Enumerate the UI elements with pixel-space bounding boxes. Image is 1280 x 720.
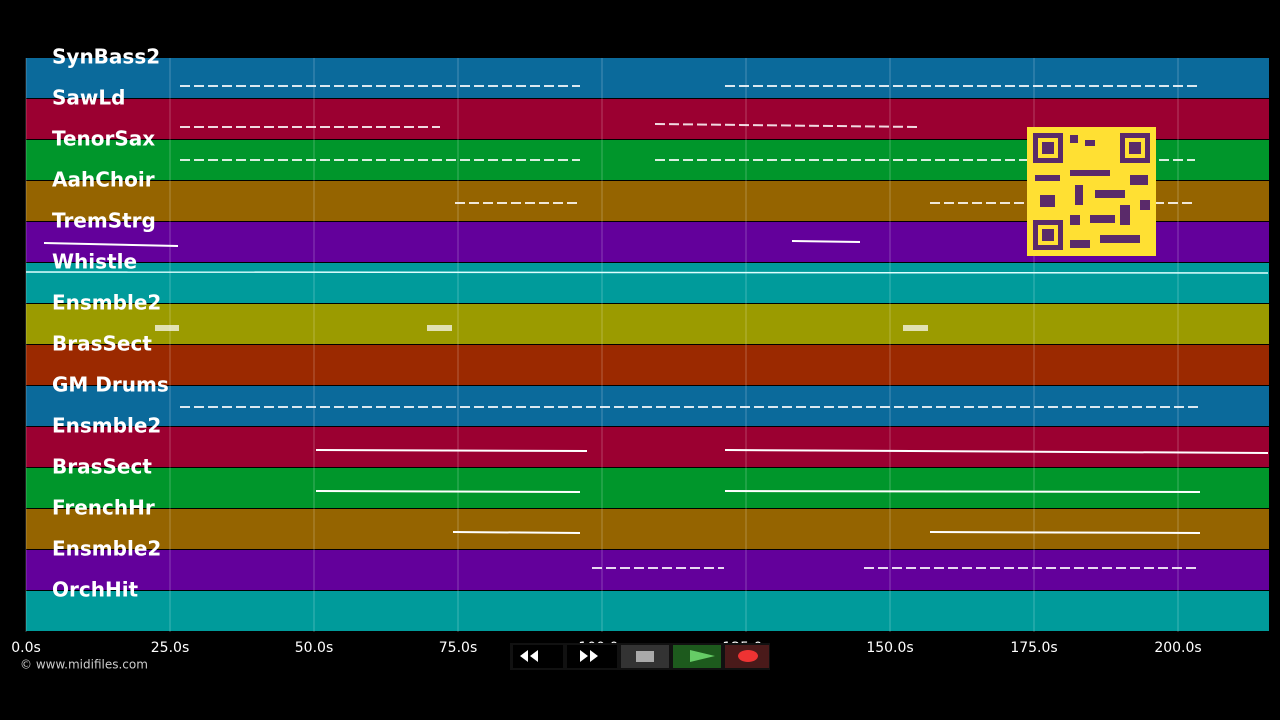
track-name: Ensmble2 [52, 291, 161, 315]
track-row [26, 468, 1269, 508]
track-name: SawLd [52, 86, 125, 110]
record-button[interactable] [725, 645, 769, 668]
qr-code [1027, 127, 1156, 256]
track-name: FrenchHr [52, 496, 155, 520]
track-name: Whistle [52, 250, 137, 274]
track-name: Ensmble2 [52, 537, 161, 561]
time-tick: 75.0s [439, 640, 477, 656]
track-row [26, 58, 1269, 98]
track-name: TremStrg [52, 209, 156, 233]
note-run [25, 271, 1269, 274]
notes [25, 85, 1269, 569]
note-run [791, 240, 861, 243]
track-name: Ensmble2 [52, 414, 161, 438]
time-tick: 150.0s [866, 640, 913, 656]
track-labels: SynBass2 SawLd TenorSax AahChoir TremStrg Whi… [52, 45, 169, 602]
track-row [26, 509, 1269, 549]
track-row [26, 550, 1269, 590]
time-grid [25, 58, 1179, 632]
note-run [315, 490, 581, 493]
note-run [315, 449, 588, 452]
note-run [724, 449, 1269, 454]
note-run [452, 531, 581, 534]
rewind-button[interactable] [513, 645, 563, 668]
track-row [26, 591, 1269, 631]
note-run [654, 123, 921, 128]
track-name: AahChoir [52, 168, 155, 192]
time-tick: 0.0s [11, 640, 41, 656]
note-run [724, 490, 1201, 493]
track-row [26, 263, 1269, 303]
time-tick: 25.0s [151, 640, 189, 656]
note-run [43, 242, 179, 247]
track-row [26, 304, 1269, 344]
track-row [26, 345, 1269, 385]
transport [510, 643, 770, 670]
note-run [929, 531, 1201, 534]
track-name: BrasSect [52, 332, 152, 356]
time-tick: 50.0s [295, 640, 333, 656]
track-name: TenorSax [52, 127, 155, 151]
time-tick: 175.0s [1010, 640, 1057, 656]
track-name: GM Drums [52, 373, 169, 397]
track-name: BrasSect [52, 455, 152, 479]
stop-button[interactable] [621, 645, 669, 668]
forward-button[interactable] [567, 645, 617, 668]
time-tick: 200.0s [1154, 640, 1201, 656]
track-name: OrchHit [52, 578, 139, 602]
track-row [26, 427, 1269, 467]
play-button[interactable] [673, 645, 721, 668]
track-name: SynBass2 [52, 45, 160, 69]
credit: © www.midifiles.com [20, 658, 148, 672]
